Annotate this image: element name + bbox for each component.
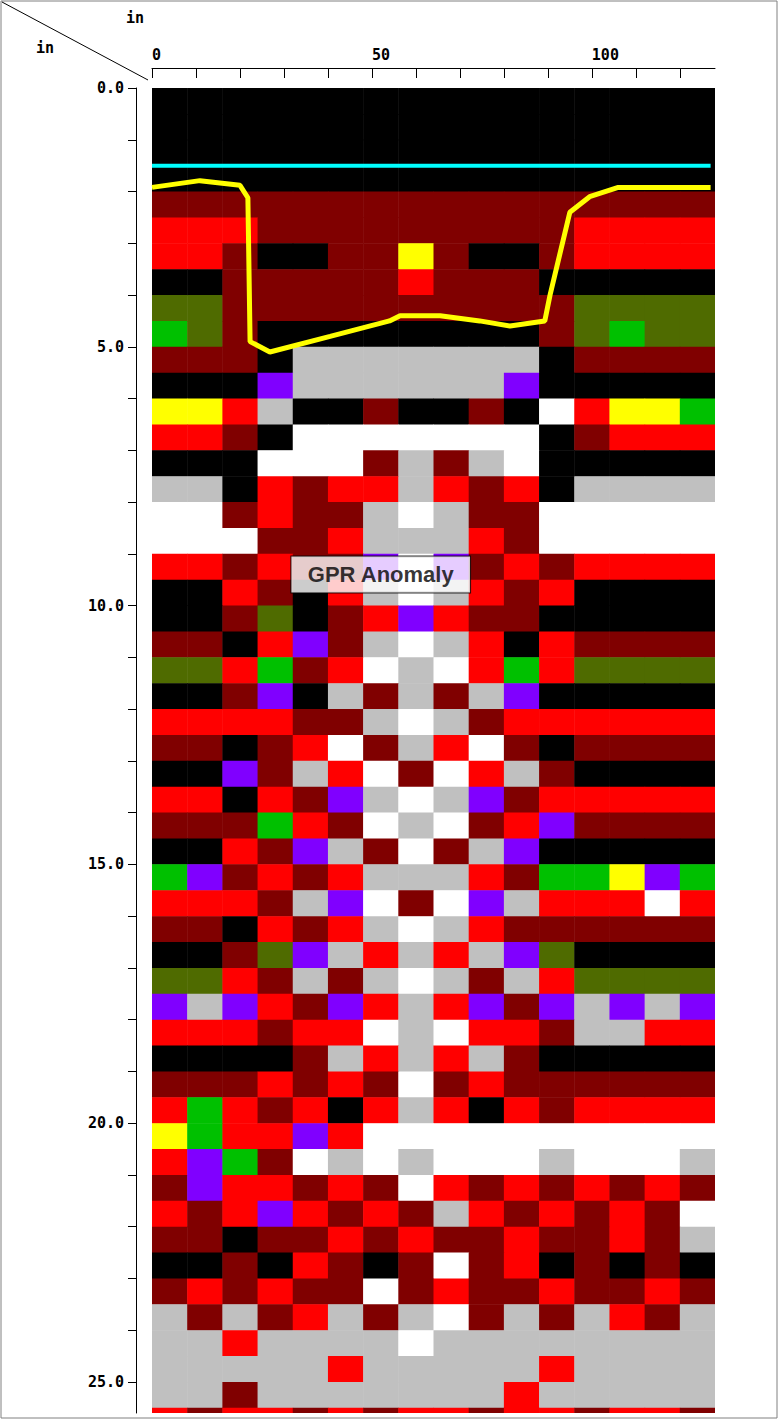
svg-text:10.0: 10.0 — [88, 597, 124, 615]
svg-text:0: 0 — [152, 46, 161, 64]
svg-text:100: 100 — [592, 46, 619, 64]
svg-text:0.0: 0.0 — [97, 79, 124, 97]
svg-text:5.0: 5.0 — [97, 338, 124, 356]
svg-text:15.0: 15.0 — [88, 855, 124, 873]
svg-text:20.0: 20.0 — [88, 1114, 124, 1132]
svg-text:in: in — [36, 39, 54, 57]
svg-text:in: in — [126, 9, 144, 27]
svg-text:25.0: 25.0 — [88, 1373, 124, 1391]
svg-text:50: 50 — [372, 46, 390, 64]
svg-text:GPR Anomaly: GPR Anomaly — [308, 562, 455, 587]
